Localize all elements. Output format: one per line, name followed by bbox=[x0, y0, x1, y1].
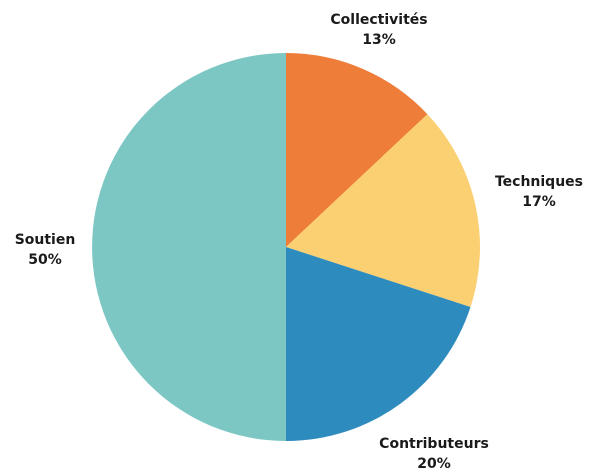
pie-slice-soutien bbox=[92, 53, 286, 441]
pie-slices bbox=[92, 53, 480, 441]
slice-label-collectivites: Collectivités bbox=[330, 12, 427, 28]
slice-value-soutien: 50% bbox=[28, 252, 62, 268]
slice-label-contributeurs: Contributeurs bbox=[379, 436, 489, 452]
slice-value-contributeurs: 20% bbox=[417, 456, 451, 472]
pie-slice-contributeurs bbox=[286, 247, 471, 441]
slice-label-soutien: Soutien bbox=[15, 232, 76, 248]
slice-label-techniques: Techniques bbox=[495, 174, 583, 190]
slice-value-techniques: 17% bbox=[522, 194, 556, 210]
pie-slice-collectivites bbox=[286, 53, 428, 247]
pie-labels: Collectivités 13% Techniques 17% Contributeu… bbox=[15, 12, 583, 472]
pie-slice-techniques bbox=[286, 114, 480, 307]
slice-value-collectivites: 13% bbox=[362, 32, 396, 48]
